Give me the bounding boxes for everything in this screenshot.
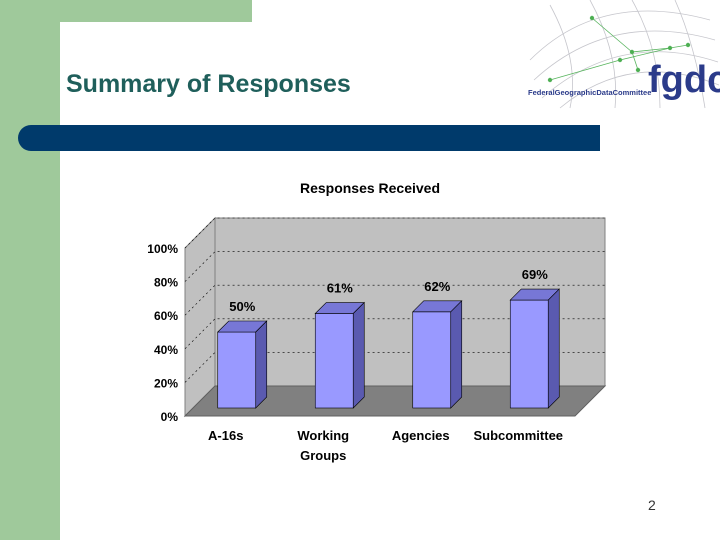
bar-front (217, 331, 257, 409)
globe-grid-icon (529, 0, 720, 109)
logo-text: FederalGeographicDataCommittee (528, 88, 651, 97)
y-tick-label: 20% (154, 376, 178, 390)
y-tick-label: 80% (154, 276, 178, 290)
bar-side (547, 288, 560, 409)
data-label: 50% (229, 299, 255, 314)
y-tick-label: 40% (154, 343, 178, 357)
data-label: 62% (424, 279, 450, 294)
x-tick-label-line: A-16s (208, 428, 243, 443)
left-accent-band (0, 0, 60, 540)
bar-side (255, 320, 268, 409)
title-rule-bar (18, 125, 600, 151)
x-tick-label-line: Groups (300, 448, 346, 463)
chart-floor (183, 385, 607, 417)
fgdc-logo: fgdc FederalGeographicDataCommittee (520, 0, 720, 110)
network-nodes-icon (547, 15, 691, 83)
x-tick-label: A-16s (208, 428, 243, 443)
x-tick-label: Subcommittee (473, 428, 563, 443)
fgdc-logo-graphic: fgdc FederalGeographicDataCommittee (528, 0, 720, 109)
data-label: 61% (327, 281, 353, 296)
page-number: 2 (648, 497, 656, 513)
chart-title: Responses Received (300, 180, 440, 196)
x-tick-label-line: Subcommittee (473, 428, 563, 443)
y-tick-label: 60% (154, 309, 178, 323)
bar-front (412, 311, 452, 409)
logo-mark: fgdc (648, 59, 720, 101)
bar-side (352, 301, 365, 409)
bar-front (314, 313, 354, 409)
y-tick-label: 0% (161, 410, 179, 424)
x-tick-label-line: Working (297, 428, 349, 443)
bar-side (450, 300, 463, 409)
data-label: 69% (522, 267, 548, 282)
x-tick-label: Agencies (392, 428, 450, 443)
slide-title: Summary of Responses (66, 70, 351, 98)
y-tick-label: 100% (147, 242, 178, 256)
chart-side-wall (184, 216, 216, 418)
x-tick-label-line: Agencies (392, 428, 450, 443)
bar-front (509, 299, 549, 409)
top-accent-band (60, 0, 252, 22)
x-tick-label: Working Groups (297, 428, 349, 463)
